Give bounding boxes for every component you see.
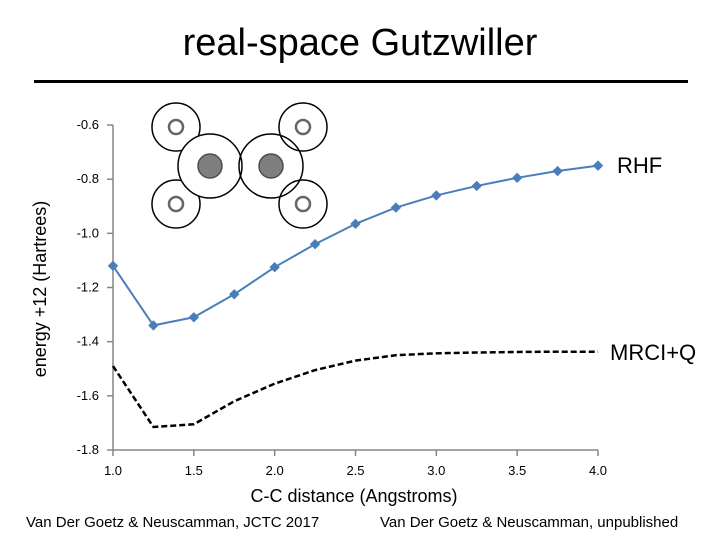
x-axis-ticks: 1.0 1.5 2.0 2.5 3.0 3.5 4.0	[104, 450, 607, 478]
title-rule	[34, 80, 688, 83]
data-point-rhf	[188, 312, 200, 323]
small-atom-ring-top-left	[151, 102, 201, 152]
data-point-rhf	[309, 238, 321, 250]
y-axis-ticks: -0.6 -0.8 -1.0 -1.2 -1.4 -1.6 -1.8	[77, 117, 113, 457]
data-point-rhf	[431, 190, 442, 201]
carbon-atom-core-left	[197, 153, 223, 179]
data-point-rhf	[471, 180, 482, 192]
x-tick-label: 1.5	[185, 463, 203, 478]
series-line-rhf	[112, 164, 599, 327]
small-atom-core-top-left	[167, 118, 185, 136]
series-label-rhf: RHF	[617, 153, 662, 178]
molecule-diagram-icon	[151, 102, 328, 229]
data-point-rhf	[552, 165, 563, 177]
series-label-mrciq: MRCI+Q	[610, 340, 696, 365]
data-point-rhf	[229, 289, 240, 300]
y-tick-label: -1.4	[77, 334, 99, 349]
data-point-rhf	[269, 261, 280, 273]
y-axis-title: energy +12 (Hartrees)	[30, 201, 50, 378]
footer-citation-left: Van Der Goetz & Neuscamman, JCTC 2017	[26, 514, 320, 531]
x-tick-label: 1.0	[104, 463, 122, 478]
y-tick-label: -0.8	[77, 171, 99, 186]
y-tick-label: -1.0	[77, 225, 99, 240]
x-tick-label: 3.5	[508, 463, 526, 478]
data-point-rhf	[148, 320, 159, 331]
series-line-mrciq	[111, 350, 598, 429]
data-point-rhf	[107, 260, 119, 272]
data-point-rhf	[511, 172, 523, 184]
x-tick-label: 2.5	[346, 463, 364, 478]
y-tick-label: -1.8	[77, 442, 99, 457]
small-atom-core-bottom-left	[167, 195, 185, 213]
footer-citation-right: Van Der Goetz & Neuscamman, unpublished	[380, 514, 679, 531]
small-atom-core-top-right	[294, 118, 312, 136]
x-tick-label: 4.0	[589, 463, 607, 478]
y-tick-label: -1.6	[77, 388, 99, 403]
data-point-rhf	[390, 202, 402, 213]
y-tick-label: -1.2	[77, 280, 99, 295]
carbon-atom-core-right	[258, 153, 284, 179]
x-tick-label: 2.0	[266, 463, 284, 478]
small-atom-ring-bottom-left	[151, 179, 201, 229]
x-tick-label: 3.0	[427, 463, 445, 478]
carbon-atom-ring-right	[238, 133, 304, 199]
data-point-rhf	[592, 160, 604, 171]
slide-title: real-space Gutzwiller	[182, 22, 538, 64]
y-tick-label: -0.6	[77, 117, 99, 132]
small-atom-ring-top-right	[278, 102, 328, 152]
small-atom-ring-bottom-right	[278, 179, 328, 229]
chart-series	[107, 160, 604, 429]
small-atom-core-bottom-right	[294, 195, 312, 213]
data-point-rhf	[350, 218, 361, 230]
x-axis-title: C-C distance (Angstroms)	[250, 486, 457, 506]
